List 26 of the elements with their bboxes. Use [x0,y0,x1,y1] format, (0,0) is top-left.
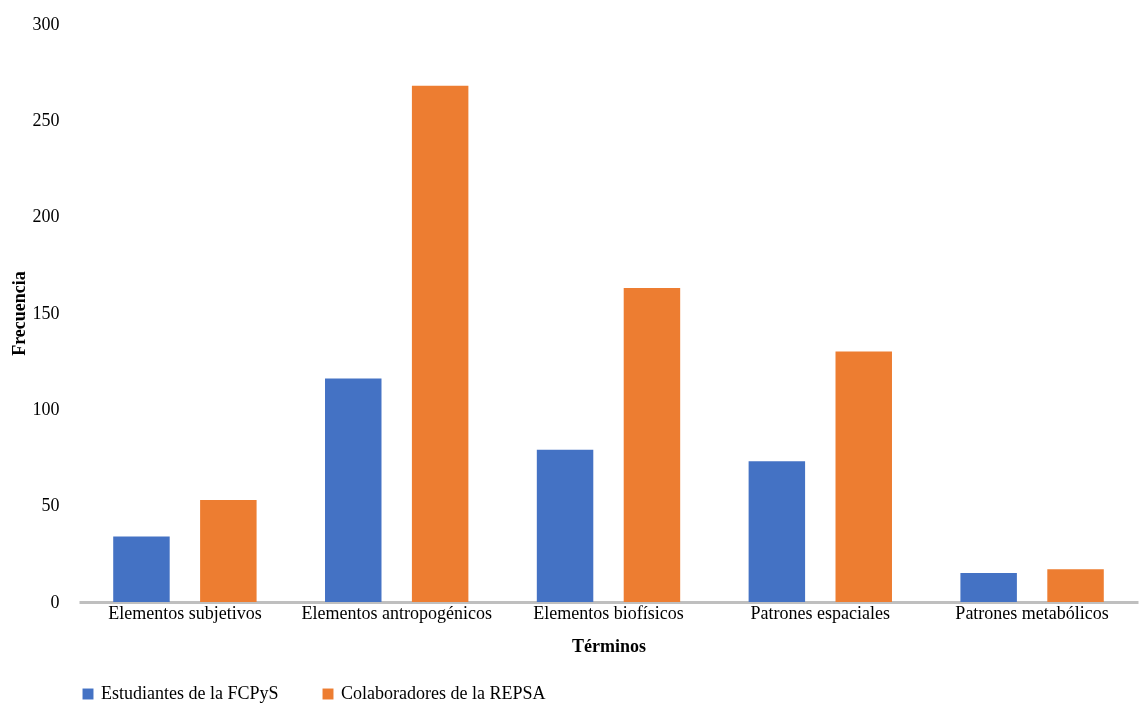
x-tick-label: Patrones metabólicos [955,602,1109,623]
bar [200,499,257,602]
y-tick-label: 250 [32,109,60,130]
y-tick-label: 150 [32,302,60,323]
x-tick-label: Elementos biofísicos [533,602,684,623]
bar [325,378,382,602]
y-tick-label: 200 [32,206,60,227]
x-tick-label: Elementos subjetivos [108,602,262,623]
y-axis-title: Frecuencia [8,271,29,356]
legend-label: Colaboradores de la REPSA [341,683,546,703]
legend-label: Estudiantes de la FCPyS [101,683,279,703]
bar [411,85,469,602]
y-tick-label: 0 [50,591,60,612]
bar [113,536,170,602]
y-tick-label: 100 [32,398,60,419]
y-tick-label: 50 [41,495,60,516]
y-tick-label: 300 [32,13,60,34]
bar [623,287,681,602]
x-axis-title: Términos [572,635,646,656]
bar [536,449,594,602]
bar [1047,569,1104,602]
x-tick-label: Patrones espaciales [750,602,891,623]
bar [748,461,806,602]
x-tick-label: Elementos antropogénicos [301,602,492,623]
bar [835,351,892,602]
bar [960,573,1017,602]
